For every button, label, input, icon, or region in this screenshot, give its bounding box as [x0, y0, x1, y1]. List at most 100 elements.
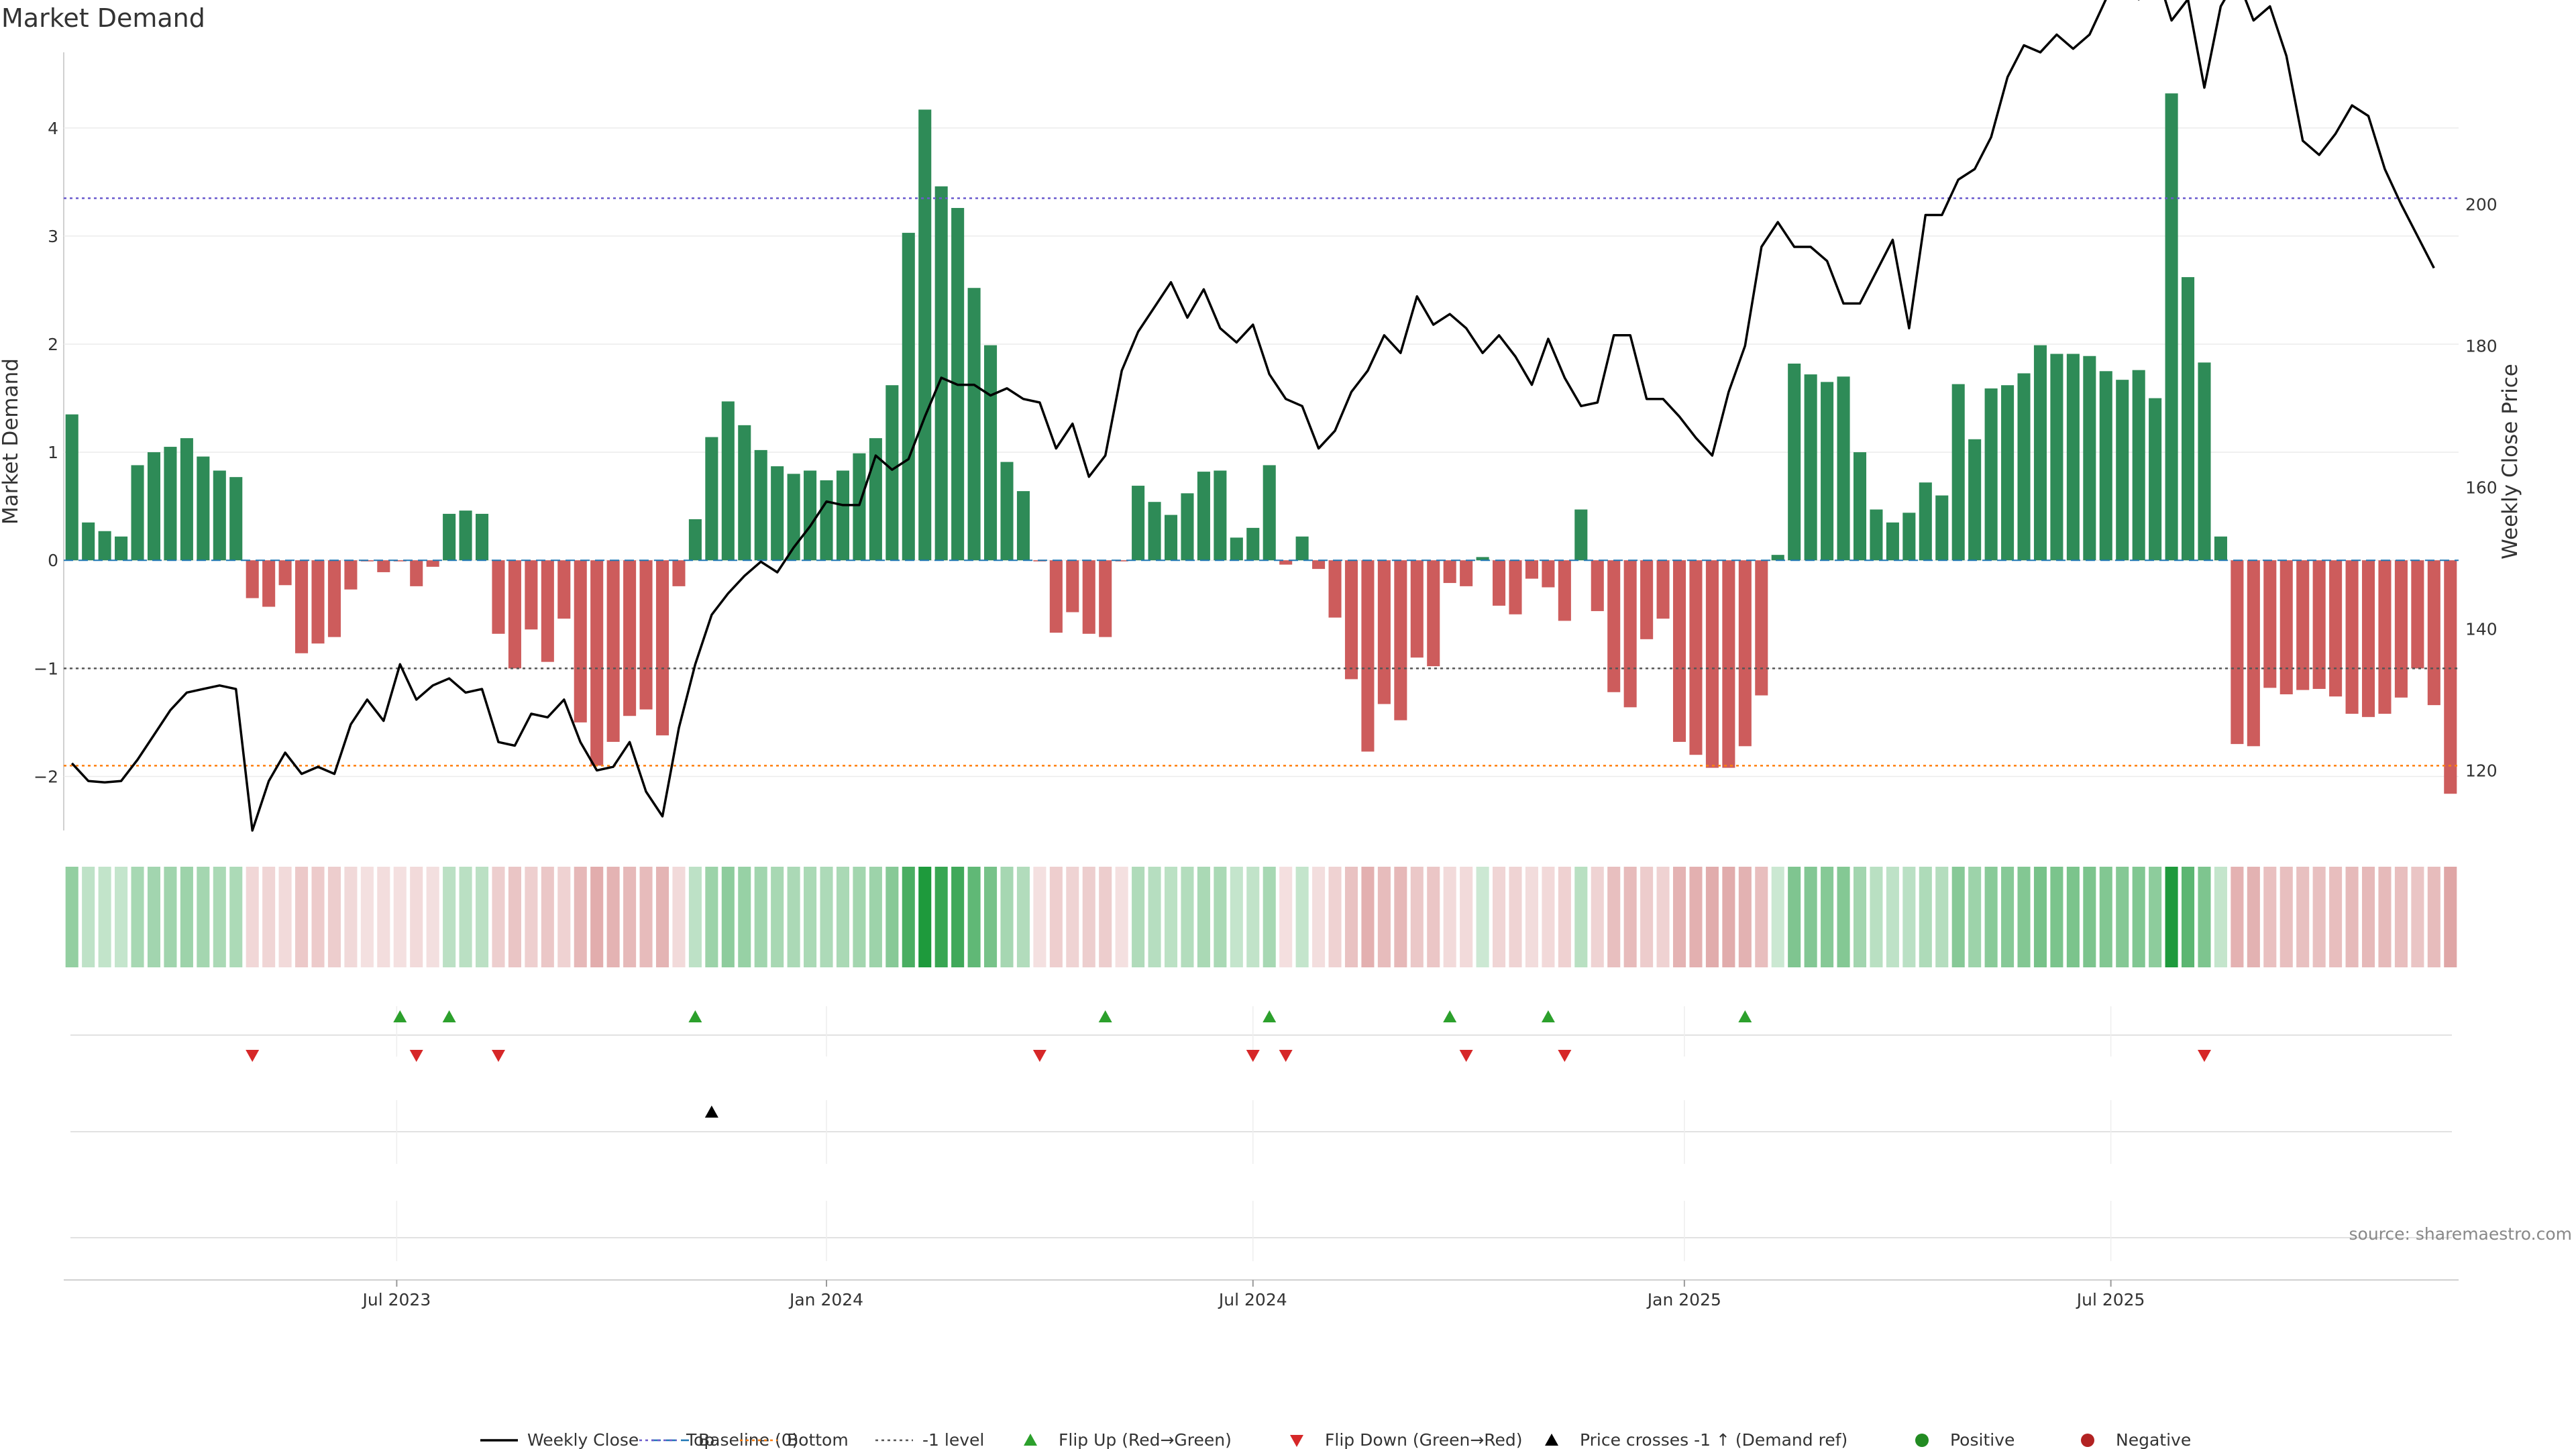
heat-cell	[475, 867, 489, 967]
heat-cell	[934, 867, 948, 967]
flip-down-marker	[2197, 1050, 2211, 1062]
demand-bar-positive	[1132, 486, 1145, 561]
demand-bar-negative	[1722, 560, 1735, 768]
demand-bar-negative	[2247, 560, 2260, 747]
demand-bar-negative	[2312, 560, 2326, 689]
y-tick-label: 4	[48, 119, 58, 138]
demand-bar-negative	[574, 560, 587, 722]
demand-bar-positive	[820, 480, 833, 561]
x-tick-label: Jul 2024	[1218, 1290, 1287, 1309]
heat-cell	[2361, 867, 2375, 967]
demand-bar-positive	[1181, 493, 1194, 561]
demand-bar-negative	[393, 560, 407, 561]
heat-cell	[738, 867, 751, 967]
heat-cell	[1476, 867, 1489, 967]
heat-cell	[1902, 867, 1916, 967]
heat-cell	[426, 867, 439, 967]
demand-bar-negative	[2361, 560, 2375, 717]
flip-up-marker	[1098, 1010, 1112, 1022]
heat-cell	[541, 867, 554, 967]
heat-cell	[131, 867, 144, 967]
source-note: source: sharemaestro.com	[2349, 1224, 2573, 1244]
y-tick-label: 2	[48, 335, 58, 354]
legend-item: Bottom	[740, 1430, 849, 1449]
demand-bar-negative	[1623, 560, 1637, 708]
demand-bar-negative	[327, 560, 341, 637]
demand-bar-negative	[1460, 560, 1473, 586]
flip-down-marker	[246, 1050, 260, 1062]
heat-cell	[1689, 867, 1703, 967]
demand-bar-negative	[2394, 560, 2408, 698]
demand-bar-positive	[2001, 385, 2015, 561]
legend-item: Negative	[2081, 1430, 2191, 1449]
flip-up-marker	[1738, 1010, 1752, 1022]
y-tick-label: −1	[34, 659, 58, 678]
legend-swatch	[1024, 1434, 1037, 1446]
heat-cell	[2001, 867, 2015, 967]
x-tick-label: Jan 2025	[1646, 1290, 1721, 1309]
demand-bar-negative	[623, 560, 637, 716]
heat-cell	[377, 867, 390, 967]
heat-cell	[2165, 867, 2178, 967]
demand-bar-positive	[2132, 370, 2145, 561]
flip-up-marker	[1263, 1010, 1277, 1022]
demand-bar-positive	[1214, 470, 1227, 561]
weekly-close-line	[70, 0, 2435, 832]
legend-label: Negative	[2116, 1430, 2191, 1449]
legend-item: Positive	[1915, 1430, 2015, 1449]
demand-bar-positive	[787, 474, 800, 561]
demand-bar-negative	[1672, 560, 1686, 742]
demand-bar-negative	[1279, 560, 1293, 565]
demand-bar-positive	[918, 109, 932, 561]
demand-bar-negative	[525, 560, 538, 630]
legend-label: -1 level	[922, 1430, 984, 1449]
heat-cell	[787, 867, 800, 967]
demand-bar-negative	[1607, 560, 1621, 692]
demand-bar-negative	[672, 560, 686, 586]
demand-bar-negative	[1410, 560, 1424, 658]
demand-bar-negative	[655, 560, 669, 736]
x-axis: Jul 2023 Jan 2024 Jul 2024 Jan 2025 Jul 2025	[64, 1279, 2459, 1309]
heat-cell	[1263, 867, 1276, 967]
heat-cell	[2247, 867, 2260, 967]
demand-bar-negative	[1115, 560, 1128, 561]
heat-cell	[2033, 867, 2047, 967]
heat-cell	[164, 867, 177, 967]
demand-bar-positive	[229, 477, 243, 561]
demand-bar-positive	[1853, 452, 1867, 561]
demand-bar-negative	[1328, 560, 1342, 618]
heat-cell	[1755, 867, 1768, 967]
heat-cell	[98, 867, 111, 967]
heat-cell	[65, 867, 78, 967]
heat-cell	[1410, 867, 1424, 967]
demand-bar-negative	[1493, 560, 1506, 606]
legend-item: Flip Down (Green→Red)	[1290, 1430, 1523, 1449]
legend-item: Flip Up (Red→Green)	[1024, 1430, 1232, 1449]
demand-bar-negative	[377, 560, 390, 572]
demand-bar-negative	[2345, 560, 2359, 714]
heat-cell	[1525, 867, 1538, 967]
demand-bar-positive	[705, 437, 718, 561]
heat-cell	[525, 867, 538, 967]
demand-bar-positive	[1246, 527, 1260, 561]
heat-cell	[508, 867, 521, 967]
y-tick-label: −2	[34, 767, 58, 786]
legend-label: Weekly Close	[527, 1430, 639, 1449]
heat-cell	[1295, 867, 1309, 967]
demand-bar-positive	[738, 425, 751, 561]
legend: Weekly Close Baseline (0)Top Bottom -1 leve…	[480, 1430, 2191, 1449]
demand-bar-negative	[606, 560, 620, 742]
flip-up-marker	[688, 1010, 702, 1022]
x-tick-label: Jul 2023	[362, 1290, 431, 1309]
demand-bar-positive	[1230, 537, 1243, 561]
heat-cell	[443, 867, 456, 967]
legend-swatch	[1915, 1434, 1929, 1447]
heat-cell	[1230, 867, 1243, 967]
demand-bar-positive	[2198, 362, 2211, 561]
demand-bar-positive	[2033, 345, 2047, 561]
demand-bar-negative	[1509, 560, 1522, 614]
flip-down-marker	[491, 1050, 505, 1062]
y2-tick-label: 180	[2465, 337, 2498, 356]
demand-bar-positive	[934, 186, 948, 561]
demand-bar-negative	[541, 560, 554, 662]
